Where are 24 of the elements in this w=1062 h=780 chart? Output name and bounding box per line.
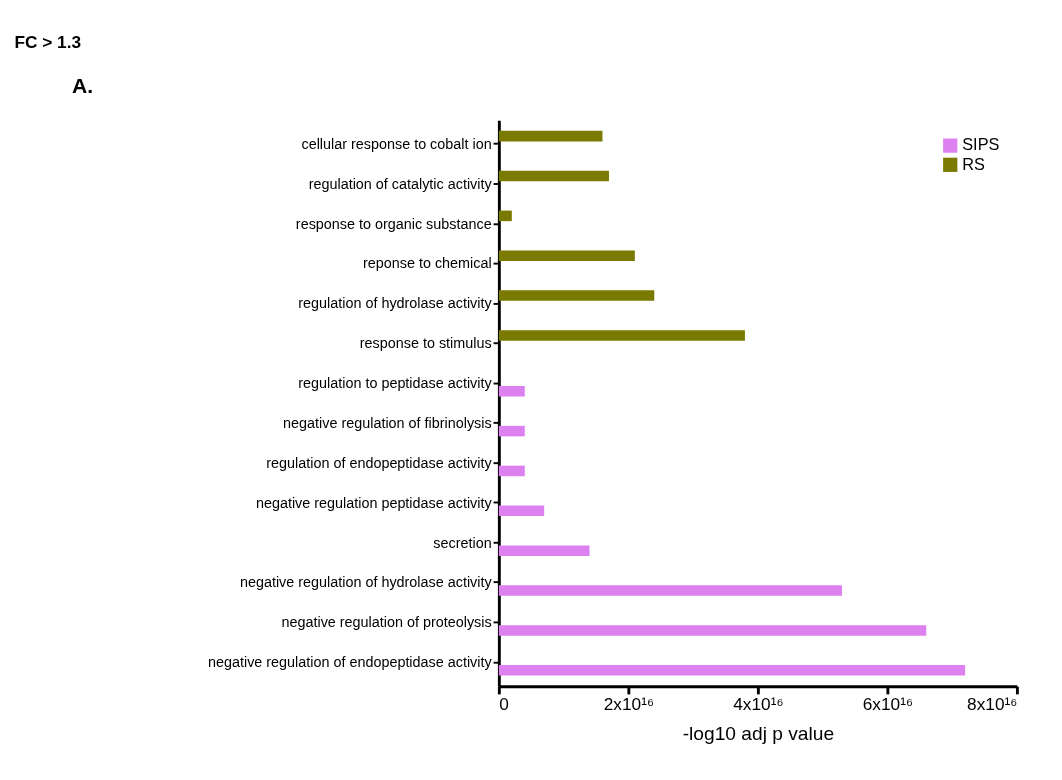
legend-label: RS xyxy=(962,154,985,173)
x-tick-label: 6x10¹⁶ xyxy=(862,693,914,714)
text: FC > 1.3 xyxy=(14,32,82,53)
legend-label: SIPS xyxy=(962,135,1000,154)
y-tick-label: response to stimulus xyxy=(359,335,492,352)
y-tick-label: reponse to chemical xyxy=(363,255,492,272)
y-tick-label: negative regulation of proteolysis xyxy=(281,614,492,631)
y-tick-label: cellular response to cobalt ion xyxy=(301,135,492,152)
y-tick-label: response to organic substance xyxy=(295,215,492,232)
y-tick-label: negative regulation peptidase activity xyxy=(255,494,493,511)
x-tick-label: 0 xyxy=(499,693,509,714)
y-tick-label: secretion xyxy=(433,534,492,551)
y-tick-label: negative regulation of endopeptidase activity xyxy=(207,654,493,671)
y-tick-label: negative regulation of hydrolase activity xyxy=(239,574,493,591)
y-tick-label: regulation of endopeptidase activity xyxy=(266,454,493,471)
x-tick-label: 4x10¹⁶ xyxy=(733,693,784,714)
x-tick-label: 2x10¹⁶ xyxy=(603,693,654,714)
text: A. xyxy=(71,74,94,98)
x-axis-title: -log10 adj p value xyxy=(682,723,835,745)
y-tick-label: regulation of catalytic activity xyxy=(308,175,493,192)
x-tick-label: 8x10¹⁶ xyxy=(967,693,1018,714)
y-tick-label: negative regulation of fibrinolysis xyxy=(283,414,492,431)
y-tick-label: regulation to peptidase activity xyxy=(298,375,493,392)
y-tick-label: regulation of hydrolase activity xyxy=(298,295,493,312)
